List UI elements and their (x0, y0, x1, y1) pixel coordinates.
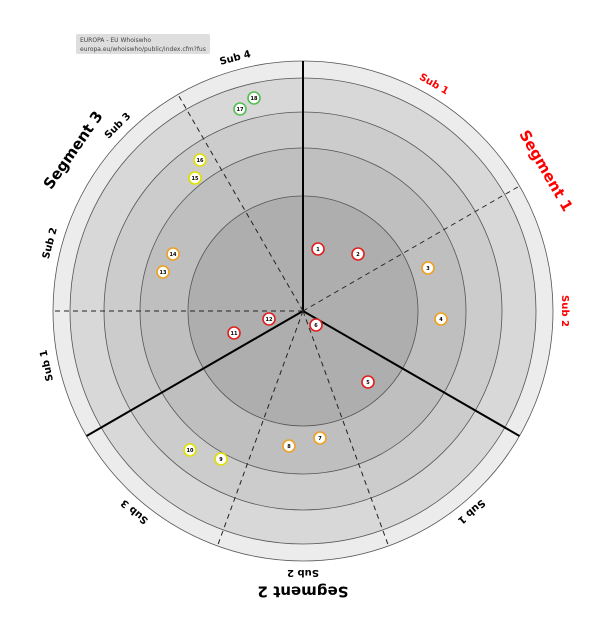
segment-divider-2 (302, 310, 521, 437)
blip-1[interactable]: 1 (311, 242, 325, 256)
tooltip-title: EUROPA - EU Whoiswho (80, 37, 152, 44)
blip-marker[interactable] (214, 452, 228, 466)
blip-marker[interactable] (166, 247, 180, 261)
blip-6[interactable]: 6 (309, 318, 323, 332)
blip-7[interactable]: 7 (313, 431, 327, 445)
blip-11[interactable]: 11 (227, 326, 241, 340)
blip-marker[interactable] (351, 247, 365, 261)
segment-label-2: Segment 2 (257, 583, 348, 601)
blip-marker[interactable] (183, 443, 197, 457)
sub-label-seg3-1: Sub 1 (38, 349, 55, 383)
blip-label: 12 (266, 317, 273, 323)
blip-marker[interactable] (282, 439, 296, 453)
blip-marker[interactable] (313, 431, 327, 445)
blip-marker[interactable] (421, 261, 435, 275)
blip-15[interactable]: 15 (188, 171, 202, 185)
sub-divider-1 (302, 185, 520, 312)
segment-divider-3 (85, 310, 304, 437)
blip-label: 13 (160, 270, 167, 276)
blip-marker[interactable] (434, 312, 448, 326)
sub-label-seg1-2: Sub 2 (559, 295, 570, 327)
blip-marker[interactable] (193, 153, 207, 167)
blip-marker[interactable] (247, 91, 261, 105)
blip-label: 9 (219, 457, 223, 463)
blip-marker[interactable] (311, 242, 325, 256)
blip-marker[interactable] (361, 375, 375, 389)
blip-marker[interactable] (309, 318, 323, 332)
blip-14[interactable]: 14 (166, 247, 180, 261)
blip-2[interactable]: 2 (351, 247, 365, 261)
tooltip-url: europa.eu/whoiswho/public/index.cfm?fuse… (80, 46, 206, 53)
link-tooltip: EUROPA - EU Whoiswho europa.eu/whoiswho/… (76, 34, 210, 54)
blip-marker[interactable] (227, 326, 241, 340)
blip-label: 3 (426, 266, 430, 272)
blip-label: 14 (170, 252, 177, 258)
blip-label: 18 (251, 96, 258, 102)
blip-marker[interactable] (262, 312, 276, 326)
sub-divider-3 (217, 310, 304, 547)
blip-label: 7 (318, 436, 322, 442)
segment-dividers (53, 61, 521, 547)
blip-marker[interactable] (156, 265, 170, 279)
sub-label-seg2-2: Sub 2 (287, 567, 319, 578)
blip-label: 17 (237, 107, 244, 113)
blip-5[interactable]: 5 (361, 375, 375, 389)
blip-label: 1 (316, 247, 320, 253)
blip-17[interactable]: 17 (233, 102, 247, 116)
blip-label: 16 (197, 158, 204, 164)
sub-divider-5 (177, 94, 304, 312)
blip-8[interactable]: 8 (282, 439, 296, 453)
blip-18[interactable]: 18 (247, 91, 261, 105)
blip-label: 8 (287, 444, 291, 450)
blip-label: 6 (314, 323, 318, 329)
blip-marker[interactable] (233, 102, 247, 116)
blip-marker[interactable] (188, 171, 202, 185)
sub-label-seg3-2: Sub 2 (41, 226, 60, 260)
blip-16[interactable]: 16 (193, 153, 207, 167)
sub-divider-2 (302, 310, 389, 547)
blip-12[interactable]: 12 (262, 312, 276, 326)
blip-4[interactable]: 4 (434, 312, 448, 326)
blip-label: 4 (439, 317, 443, 323)
blip-label: 11 (231, 331, 238, 337)
blip-label: 2 (356, 252, 360, 258)
sub-label-seg3-4: Sub 4 (218, 49, 252, 68)
blip-label: 15 (192, 176, 199, 182)
blip-label: 10 (187, 448, 194, 454)
blip-3[interactable]: 3 (421, 261, 435, 275)
blip-label: 5 (366, 380, 370, 386)
blip-13[interactable]: 13 (156, 265, 170, 279)
blip-9[interactable]: 9 (214, 452, 228, 466)
blip-10[interactable]: 10 (183, 443, 197, 457)
